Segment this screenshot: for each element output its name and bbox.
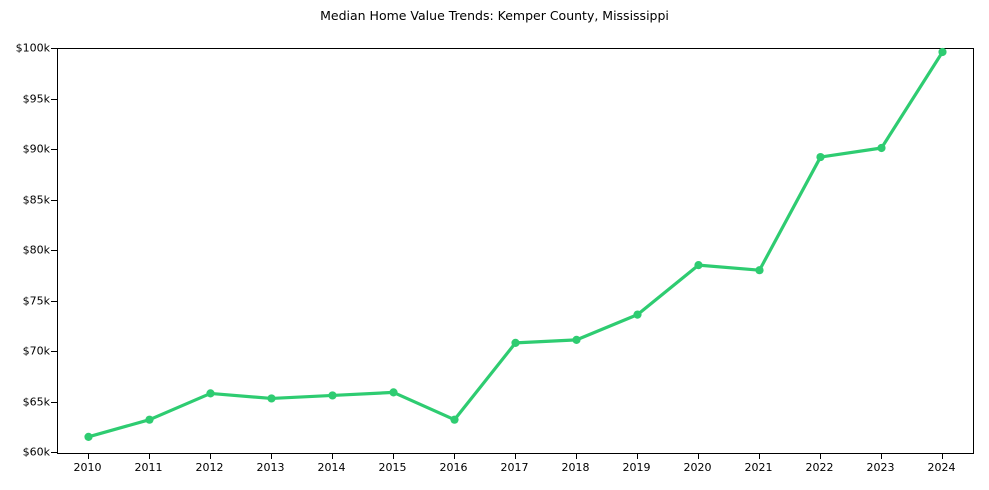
y-axis-tick-label: $90k <box>22 142 50 156</box>
y-axis-tick-mark <box>51 149 57 150</box>
y-axis-tick-mark <box>51 48 57 49</box>
x-axis-tick-mark <box>453 453 455 459</box>
data-point-marker <box>694 261 703 270</box>
x-axis-tick-label: 2017 <box>500 461 529 474</box>
x-axis-tick-label: 2020 <box>683 461 712 474</box>
x-axis-tick-mark <box>697 453 699 459</box>
x-axis-tick-label: 2014 <box>317 461 346 474</box>
data-point-marker <box>450 415 459 424</box>
y-axis-tick-mark <box>51 401 57 403</box>
y-axis-tick-label: $85k <box>22 193 50 206</box>
x-axis-tick-mark <box>87 453 89 459</box>
x-axis-tick-label: 2013 <box>256 461 285 474</box>
data-point-marker <box>389 388 398 397</box>
x-axis-tick-mark <box>575 453 577 459</box>
x-axis-tick-marks <box>57 453 972 463</box>
y-axis-tick-mark <box>51 250 57 251</box>
y-axis-tick-label: $95k <box>22 92 50 105</box>
data-point-marker <box>633 310 642 319</box>
data-point-marker <box>267 394 276 403</box>
data-point-marker <box>206 389 215 398</box>
x-axis-tick-label: 2024 <box>927 461 956 474</box>
x-axis-tick-mark <box>331 453 333 459</box>
x-axis-tick-label: 2016 <box>439 461 468 474</box>
x-axis-tick-labels: 2010 2011 2012 2013 2014 2015 2016 2017 2018 2019… <box>57 453 972 483</box>
y-axis-tick-marks <box>0 48 57 453</box>
x-axis-tick-mark <box>636 453 638 459</box>
data-point-marker <box>755 266 764 275</box>
y-axis-tick-mark <box>51 199 57 201</box>
y-axis-tick-label: $80k <box>22 243 50 257</box>
x-axis-tick-label: 2022 <box>805 461 834 474</box>
y-axis-tick-label: $70k <box>22 344 50 358</box>
x-axis-tick-mark <box>819 453 821 459</box>
data-point-marker <box>572 335 581 344</box>
x-axis-tick-mark <box>514 453 516 459</box>
x-axis-tick-label: 2018 <box>561 461 590 474</box>
chart-title: Median Home Value Trends: Kemper County,… <box>320 8 669 23</box>
y-axis-tick-label: $100k <box>15 41 50 55</box>
x-axis-tick-mark <box>209 453 211 459</box>
data-point-marker <box>84 432 93 441</box>
x-axis-tick-label: 2021 <box>744 461 773 474</box>
line-series-svg <box>84 47 947 441</box>
data-point-marker <box>511 338 520 348</box>
x-axis-tick-mark <box>392 453 394 459</box>
series-line <box>86 50 945 439</box>
y-axis-tick-mark <box>51 452 57 453</box>
x-axis-tick-mark <box>941 453 943 459</box>
y-axis-tick-label: $65k <box>22 395 50 408</box>
plot-frame <box>57 47 974 454</box>
data-point-marker <box>877 143 886 153</box>
data-point-marker <box>328 391 337 400</box>
y-axis-tick-label: $75k <box>22 294 50 307</box>
data-point-marker <box>145 415 154 424</box>
y-axis-tick-labels: $60k $65k $70k $75k $80k $85k $90k $95k $100k <box>0 42 50 459</box>
x-axis-tick-mark <box>148 453 150 459</box>
y-axis-tick-mark <box>51 300 57 302</box>
plot-area <box>58 47 973 453</box>
x-axis-tick-label: 2011 <box>134 461 163 474</box>
x-axis-tick-mark <box>758 453 760 459</box>
x-axis-tick-label: 2012 <box>195 461 224 474</box>
x-axis-tick-label: 2019 <box>622 461 651 474</box>
data-point-marker <box>816 152 825 162</box>
x-axis-tick-label: 2015 <box>378 461 407 474</box>
x-axis-tick-mark <box>270 453 272 459</box>
x-axis-tick-mark <box>880 453 882 459</box>
y-axis-tick-mark <box>51 351 57 352</box>
y-axis-tick-label: $60k <box>22 445 50 459</box>
x-axis-tick-label: 2023 <box>866 461 895 474</box>
y-axis-tick-mark <box>51 98 57 100</box>
data-point-marker <box>938 47 947 57</box>
x-axis-tick-label: 2010 <box>73 461 102 474</box>
